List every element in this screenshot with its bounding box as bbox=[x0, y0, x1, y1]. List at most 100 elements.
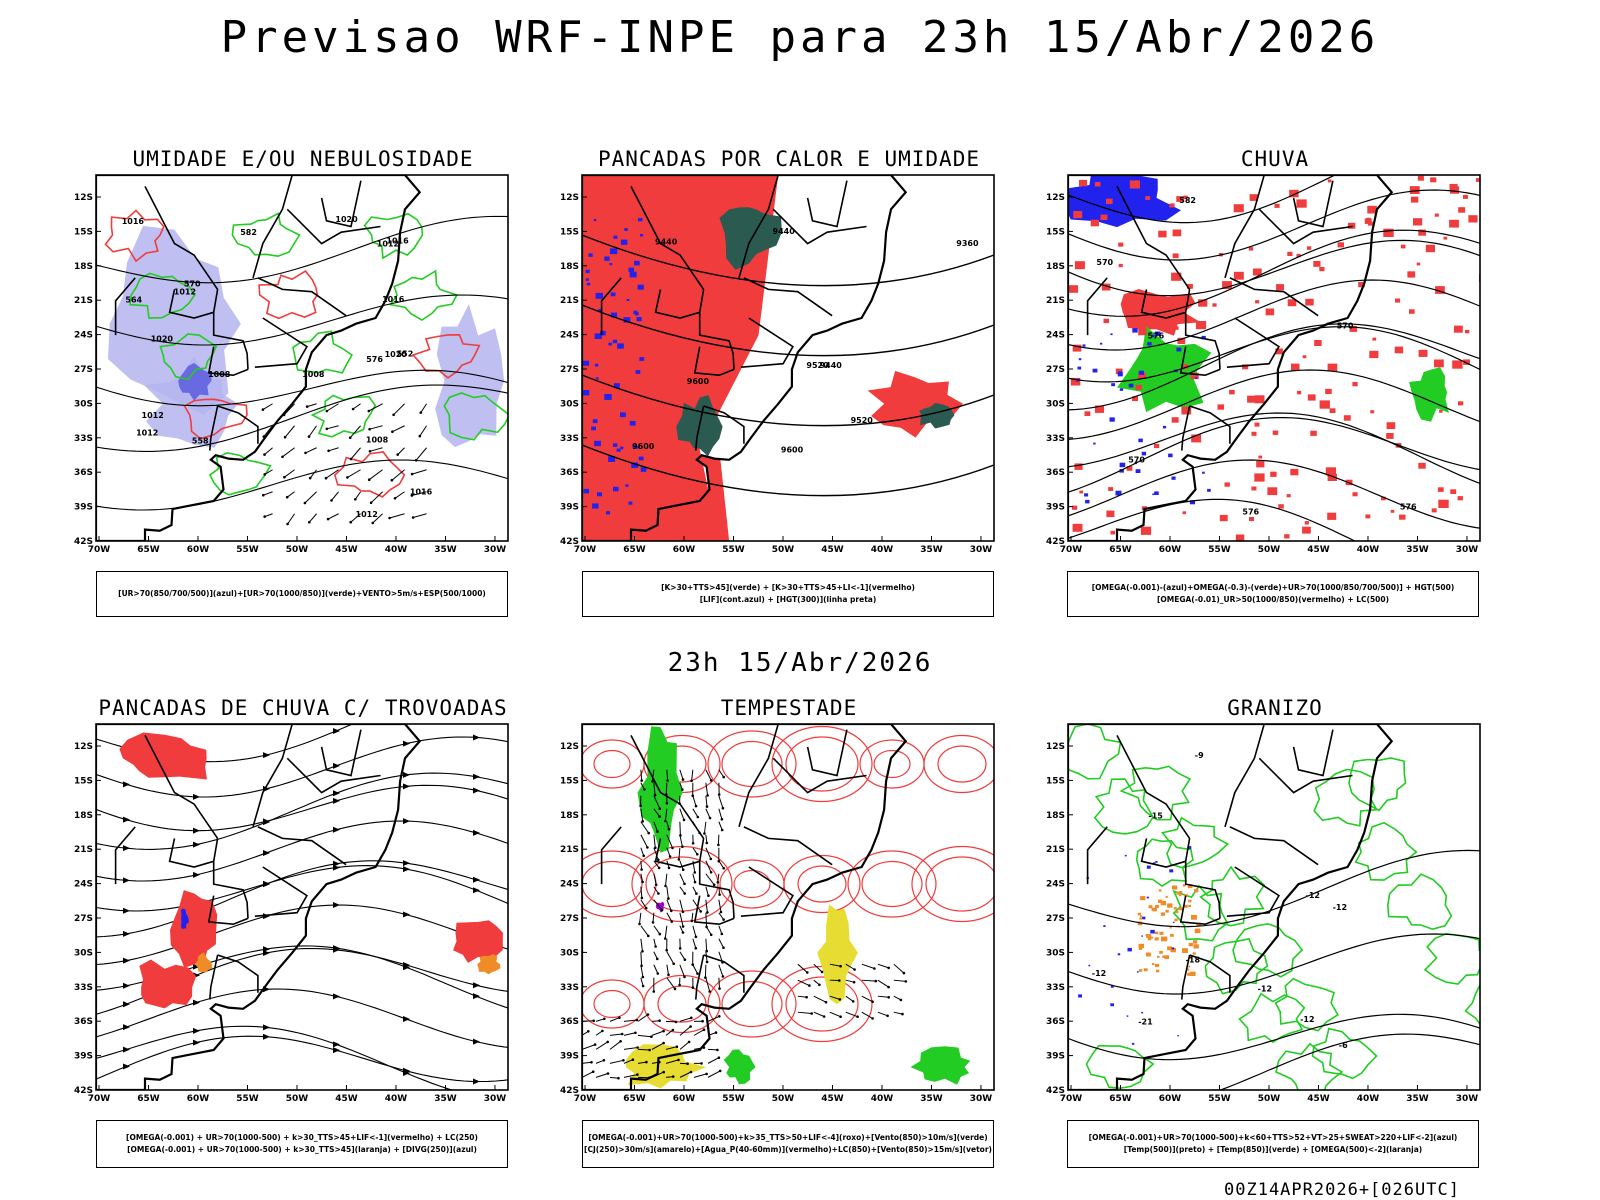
lif-contour-blue bbox=[604, 256, 610, 261]
wind-vector bbox=[623, 1047, 638, 1050]
lif-contour-blue bbox=[612, 339, 618, 344]
omega500-speck-orange bbox=[1182, 884, 1186, 887]
rain-speck-red bbox=[1343, 415, 1351, 421]
wind-vector-head bbox=[690, 1016, 693, 1020]
lat-tick-label: 15S bbox=[1046, 776, 1065, 786]
rain-speck-red bbox=[1068, 285, 1078, 293]
omega500-speck-orange bbox=[1194, 928, 1201, 934]
contour-label: 1016 bbox=[382, 295, 405, 304]
wind-vector bbox=[653, 964, 659, 974]
wind-vector-head bbox=[636, 1073, 639, 1076]
rain-speck-red bbox=[1399, 514, 1406, 520]
wind-vector-head bbox=[645, 1060, 648, 1064]
wind-vector bbox=[707, 1057, 720, 1064]
wind-vector-head bbox=[650, 1035, 653, 1038]
lon-tick-label: 45W bbox=[335, 1094, 358, 1104]
lon-tick-label: 35W bbox=[434, 545, 457, 555]
wind-vector-head bbox=[654, 945, 657, 948]
rain-speck-red bbox=[1183, 195, 1188, 200]
lat-tick-label: 15S bbox=[560, 776, 579, 786]
rain-speck-red bbox=[1319, 267, 1325, 272]
wind-vector bbox=[707, 1070, 721, 1078]
wind-vector bbox=[347, 469, 361, 478]
rain-speck-red bbox=[1352, 382, 1358, 387]
omega500-speck-orange bbox=[1182, 948, 1188, 953]
legend-line: [OMEGA(-0.001)+UR>70(1000-500)+k>35_TTS>… bbox=[588, 1133, 988, 1142]
rain-speck-red bbox=[1327, 512, 1337, 520]
border-line bbox=[254, 866, 308, 917]
omega-speck-blue bbox=[1189, 500, 1195, 505]
hail-speck-blue bbox=[1124, 854, 1127, 857]
omega500-speck-orange bbox=[1146, 934, 1151, 938]
border-line bbox=[114, 277, 136, 336]
wind-vector bbox=[692, 795, 697, 807]
rain-speck-red bbox=[1370, 410, 1375, 414]
rain-speck-red bbox=[1439, 409, 1443, 413]
wind-vector bbox=[653, 860, 660, 869]
omega500-speck-orange bbox=[1138, 947, 1143, 950]
wind-vector-head bbox=[308, 476, 312, 480]
wind-vector-head bbox=[396, 453, 400, 456]
lat-tick-label: 15S bbox=[1046, 227, 1065, 237]
wind-vector bbox=[679, 1017, 692, 1022]
omega-speck-blue bbox=[1092, 368, 1098, 373]
wind-vector bbox=[692, 873, 696, 883]
streamline-arrow bbox=[123, 907, 130, 914]
wind-vector-head bbox=[722, 775, 725, 779]
legend-line: [CJ(250)>30m/s](amarelo)+[Agua_P(40-60mm… bbox=[584, 1145, 992, 1154]
lif-contour-blue bbox=[638, 456, 644, 461]
omega500-speck-orange bbox=[1150, 936, 1154, 939]
hail-speck-blue bbox=[1150, 929, 1155, 934]
lif-contour-blue bbox=[582, 360, 590, 366]
wind-vector bbox=[679, 1041, 690, 1050]
omega-speck-blue bbox=[1155, 331, 1161, 336]
border-line bbox=[1179, 895, 1221, 926]
rain-speck-red bbox=[1254, 473, 1265, 482]
lat-tick-label: 39S bbox=[74, 503, 93, 513]
hgt500-contour bbox=[1068, 279, 1480, 351]
wind-vector-head bbox=[673, 987, 677, 991]
rain-speck-red bbox=[1463, 359, 1470, 365]
wind-vector-head bbox=[687, 1040, 691, 1044]
wind-vector bbox=[623, 1059, 634, 1064]
wind-vector bbox=[797, 995, 807, 998]
streamline-arrow bbox=[403, 1015, 410, 1022]
wind-vector bbox=[623, 1032, 636, 1036]
lon-tick-label: 35W bbox=[434, 1094, 457, 1104]
wind-vector bbox=[623, 1074, 638, 1078]
contour-label: 1016 bbox=[122, 217, 145, 226]
wind-vector bbox=[653, 925, 661, 935]
wind-vector bbox=[264, 469, 273, 475]
wind-vector-head bbox=[705, 805, 709, 808]
lon-tick-label: 30W bbox=[1456, 1094, 1479, 1104]
rain-speck-red bbox=[1072, 344, 1082, 352]
lif-contour-blue bbox=[606, 511, 610, 515]
wind-vector-head bbox=[839, 1015, 842, 1018]
lc850-contour bbox=[873, 749, 911, 779]
border-line bbox=[654, 289, 700, 319]
humidity-area-blue bbox=[108, 225, 241, 415]
wind-vector-head bbox=[721, 975, 725, 978]
coastline bbox=[1068, 175, 1394, 541]
wind-vector-head bbox=[901, 1012, 904, 1016]
lc850-contour bbox=[861, 860, 923, 908]
wind-vector bbox=[679, 808, 685, 821]
lif-contour-blue bbox=[594, 440, 601, 447]
lon-tick-label: 70W bbox=[1060, 1094, 1083, 1104]
wind-vector-head bbox=[418, 434, 422, 438]
wind-vector bbox=[653, 821, 658, 832]
lif-contour-blue bbox=[610, 292, 616, 297]
wind-vector-head bbox=[693, 880, 697, 884]
streamline-arrow bbox=[403, 740, 410, 747]
hail-speck-blue bbox=[1137, 971, 1139, 973]
wind-vector-head bbox=[904, 980, 908, 983]
wind-vector-head bbox=[839, 964, 842, 968]
omega500-speck-orange bbox=[1190, 971, 1196, 976]
wind-vector bbox=[325, 469, 339, 479]
wind-vector-head bbox=[703, 832, 706, 835]
lif-contour-blue bbox=[592, 419, 598, 424]
contour bbox=[231, 212, 301, 258]
rain-speck-red bbox=[1174, 326, 1179, 330]
rain-speck-red bbox=[1267, 487, 1278, 496]
rain-speck-red bbox=[1394, 346, 1404, 354]
